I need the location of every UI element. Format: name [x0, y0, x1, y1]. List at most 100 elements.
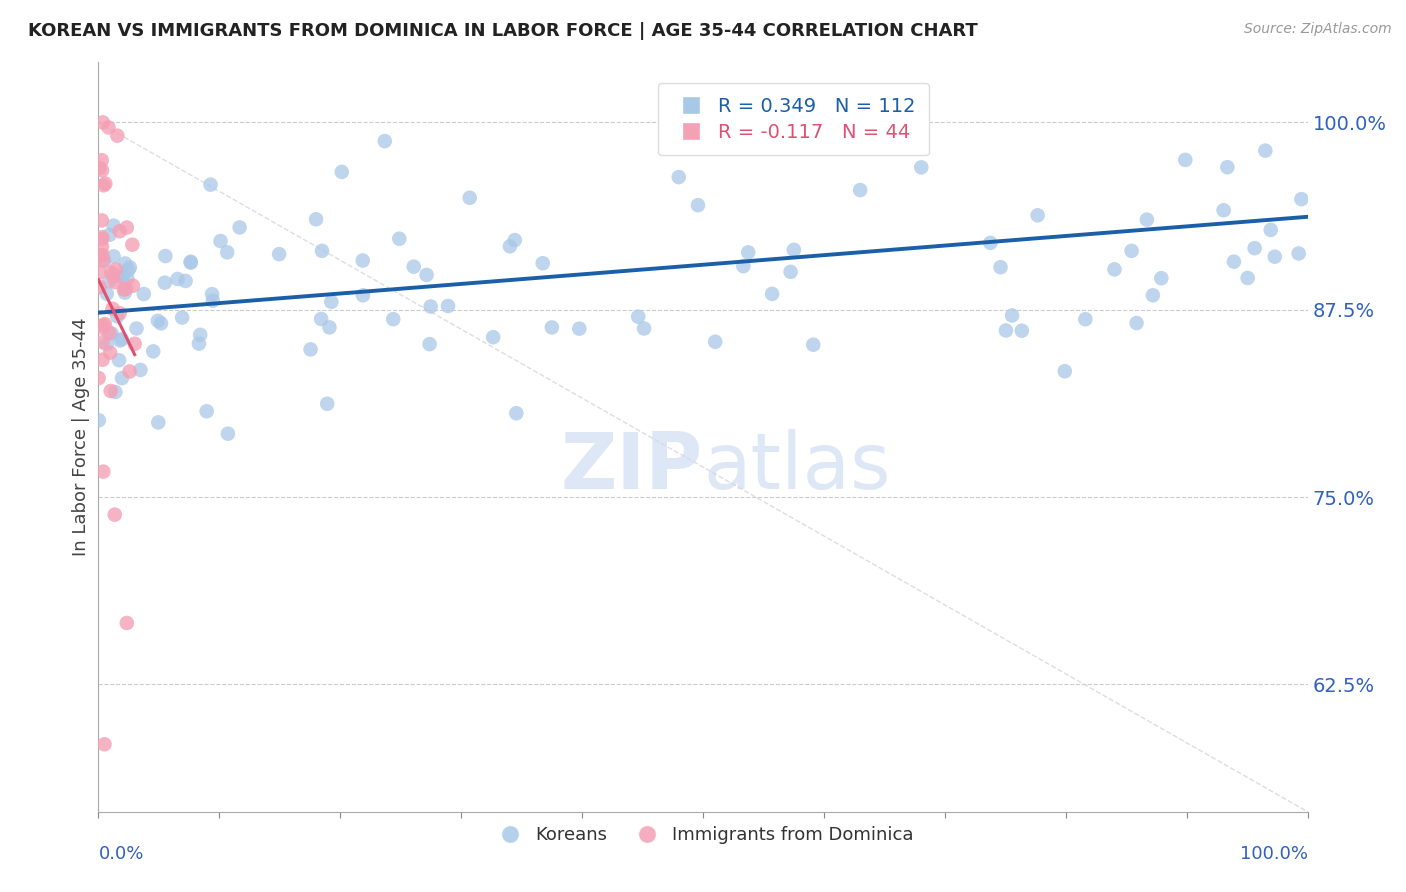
Point	[91, 320, 114, 334]
Point	[388, 232, 411, 246]
Point	[98, 227, 121, 242]
Point	[121, 237, 143, 252]
Point	[437, 299, 460, 313]
Text: atlas: atlas	[703, 429, 890, 505]
Point	[101, 268, 124, 283]
Point	[1243, 241, 1265, 255]
Point	[505, 406, 527, 420]
Point	[1260, 223, 1282, 237]
Point	[704, 334, 727, 349]
Point	[1136, 212, 1159, 227]
Point	[1104, 262, 1126, 277]
Point	[87, 413, 110, 427]
Point	[114, 256, 136, 270]
Point	[540, 320, 562, 334]
Text: Source: ZipAtlas.com: Source: ZipAtlas.com	[1244, 22, 1392, 37]
Y-axis label: In Labor Force | Age 35-44: In Labor Force | Age 35-44	[72, 318, 90, 557]
Point	[188, 327, 211, 342]
Point	[330, 165, 353, 179]
Point	[111, 371, 134, 385]
Point	[783, 243, 806, 257]
Point	[118, 364, 141, 378]
Point	[91, 352, 114, 367]
Text: KOREAN VS IMMIGRANTS FROM DOMINICA IN LABOR FORCE | AGE 35-44 CORRELATION CHART: KOREAN VS IMMIGRANTS FROM DOMINICA IN LA…	[28, 22, 977, 40]
Point	[217, 245, 239, 260]
Point	[115, 282, 138, 296]
Point	[1142, 288, 1164, 302]
Point	[994, 323, 1017, 337]
Point	[93, 178, 115, 193]
Point	[122, 278, 145, 293]
Point	[100, 384, 122, 398]
Point	[499, 239, 522, 253]
Point	[96, 286, 118, 301]
Point	[1212, 203, 1234, 218]
Point	[1001, 309, 1024, 323]
Point	[98, 274, 121, 288]
Point	[419, 337, 441, 351]
Point	[482, 330, 505, 344]
Point	[115, 615, 138, 630]
Point	[172, 310, 194, 325]
Point	[153, 276, 176, 290]
Point	[90, 153, 112, 168]
Point	[1174, 153, 1197, 167]
Point	[91, 318, 114, 333]
Point	[174, 274, 197, 288]
Point	[142, 344, 165, 359]
Point	[91, 232, 114, 246]
Point	[91, 465, 114, 479]
Legend: Koreans, Immigrants from Dominica: Koreans, Immigrants from Dominica	[485, 819, 921, 851]
Point	[111, 270, 134, 285]
Point	[96, 337, 118, 351]
Point	[910, 161, 932, 175]
Point	[503, 233, 526, 247]
Point	[352, 253, 374, 268]
Point	[1125, 316, 1147, 330]
Point	[209, 234, 232, 248]
Point	[228, 220, 250, 235]
Point	[201, 287, 224, 301]
Point	[89, 280, 111, 294]
Point	[568, 321, 591, 335]
Point	[111, 332, 134, 346]
Point	[111, 268, 134, 282]
Point	[155, 249, 177, 263]
Point	[104, 262, 127, 277]
Point	[180, 254, 202, 268]
Point	[853, 112, 876, 126]
Point	[103, 249, 125, 263]
Point	[91, 230, 114, 244]
Point	[627, 310, 650, 324]
Point	[801, 337, 824, 351]
Point	[94, 177, 117, 191]
Point	[458, 191, 481, 205]
Point	[93, 253, 115, 268]
Point	[761, 287, 783, 301]
Point	[1291, 192, 1313, 206]
Point	[979, 235, 1001, 250]
Point	[402, 260, 425, 274]
Point	[311, 244, 333, 258]
Point	[100, 326, 122, 341]
Point	[733, 259, 755, 273]
Point	[1288, 246, 1310, 260]
Point	[321, 294, 343, 309]
Point	[415, 268, 437, 282]
Point	[101, 301, 124, 316]
Point	[125, 321, 148, 335]
Point	[309, 312, 332, 326]
Point	[91, 253, 114, 268]
Point	[103, 219, 125, 233]
Point	[318, 320, 340, 334]
Text: ZIP: ZIP	[561, 429, 703, 505]
Point	[148, 416, 170, 430]
Point	[108, 224, 131, 238]
Point	[90, 213, 112, 227]
Point	[91, 248, 114, 262]
Point	[91, 240, 114, 254]
Point	[633, 321, 655, 335]
Point	[91, 335, 114, 350]
Point	[686, 198, 709, 212]
Point	[108, 353, 131, 368]
